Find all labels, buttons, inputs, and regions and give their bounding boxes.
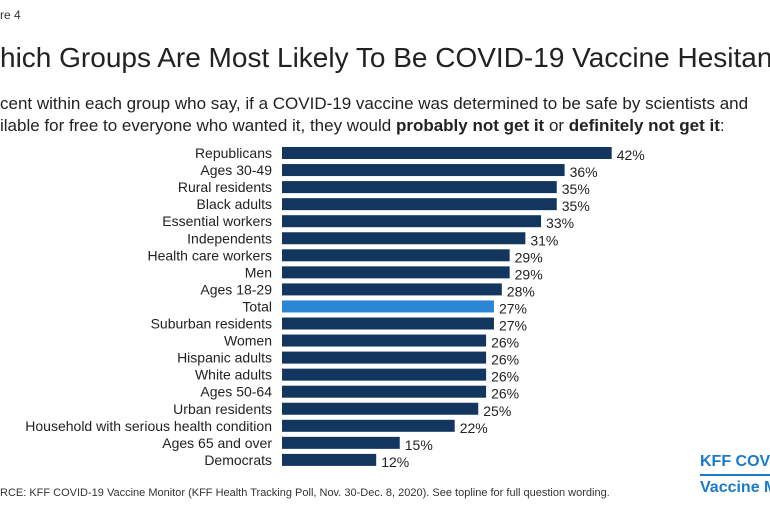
subtitle-line-2: ilable for free to everyone who wanted i… <box>0 115 748 137</box>
bar-hispanic-adults <box>282 351 487 364</box>
category-label-urban-residents: Urban residents <box>173 401 272 417</box>
value-label-black-adults: 35% <box>562 198 590 214</box>
bar-republicans <box>282 147 612 159</box>
bar-ages-30-49 <box>282 164 565 177</box>
category-label-ages-30-49: Ages 30-49 <box>200 162 272 178</box>
value-label-ages-30-49: 36% <box>570 164 598 180</box>
value-label-total: 27% <box>499 300 527 316</box>
value-label-republicans: 42% <box>617 147 645 163</box>
subtitle-bold-definitely: definitely not get it <box>568 116 720 135</box>
category-label-health-care-workers: Health care workers <box>148 247 273 263</box>
category-label-total: Total <box>242 298 272 314</box>
value-label-hispanic-adults: 26% <box>491 352 519 368</box>
chart-subtitle: cent within each group who say, if a COV… <box>0 93 748 137</box>
value-label-men: 29% <box>515 266 543 282</box>
category-label-independents: Independents <box>187 230 272 246</box>
category-label-ages-50-64: Ages 50-64 <box>200 384 272 400</box>
value-label-essential-workers: 33% <box>546 215 574 231</box>
bar-independents <box>282 232 526 245</box>
value-label-health-care-workers: 29% <box>515 249 543 265</box>
bar-chart: Republicans 42% Ages 30-49 36% Rural residen… <box>25 145 645 470</box>
value-label-urban-residents: 25% <box>483 403 511 419</box>
category-label-essential-workers: Essential workers <box>162 213 272 229</box>
value-label-household-with-serious-health-condition: 22% <box>460 420 488 436</box>
bar-ages-18-29 <box>282 283 502 296</box>
value-label-ages-50-64: 26% <box>491 386 519 402</box>
subtitle-bold-probably: probably not get it <box>395 116 545 135</box>
logo-divider <box>700 474 770 476</box>
bar-ages-50-64 <box>282 385 487 398</box>
bar-household-with-serious-health-condition <box>282 419 455 432</box>
bar-suburban-residents <box>282 317 494 330</box>
value-label-ages-18-29: 28% <box>507 283 535 299</box>
value-label-white-adults: 26% <box>491 369 519 385</box>
category-label-ages-18-29: Ages 18-29 <box>200 281 272 297</box>
category-label-women: Women <box>224 333 272 349</box>
bar-total <box>282 300 494 313</box>
bar-men <box>282 266 510 279</box>
category-label-republicans: Republicans <box>195 145 272 161</box>
bar-white-adults <box>282 368 487 381</box>
category-label-white-adults: White adults <box>195 367 272 383</box>
category-label-suburban-residents: Suburban residents <box>151 316 272 332</box>
category-label-rural-residents: Rural residents <box>178 179 272 195</box>
subtitle-line-2-start: ilable for free to everyone who wanted i… <box>0 116 396 135</box>
figure-label: re 4 <box>0 8 21 22</box>
value-label-independents: 31% <box>530 232 558 248</box>
bar-democrats <box>282 453 377 466</box>
category-label-black-adults: Black adults <box>197 196 272 212</box>
bar-essential-workers <box>282 215 542 228</box>
category-label-hispanic-adults: Hispanic adults <box>177 350 272 366</box>
value-label-women: 26% <box>491 335 519 351</box>
bar-urban-residents <box>282 402 479 415</box>
chart-title: hich Groups Are Most Likely To Be COVID-… <box>0 42 770 73</box>
bar-rural-residents <box>282 181 557 194</box>
category-label-household-with-serious-health-condition: Household with serious health condition <box>25 418 272 434</box>
category-label-ages-65-and-over: Ages 65 and over <box>162 435 272 451</box>
logo-line-1: KFF COVI <box>700 453 770 470</box>
value-label-rural-residents: 35% <box>562 181 590 197</box>
value-label-ages-65-and-over: 15% <box>405 437 433 453</box>
source-note: RCE: KFF COVID-19 Vaccine Monitor (KFF H… <box>0 487 610 499</box>
category-label-democrats: Democrats <box>204 452 272 468</box>
bar-ages-65-and-over <box>282 436 400 449</box>
bar-women <box>282 334 487 347</box>
value-label-suburban-residents: 27% <box>499 318 527 334</box>
kff-logo: KFF COVI Vaccine M <box>700 452 770 498</box>
bar-black-adults <box>282 198 557 211</box>
logo-line-2: Vaccine M <box>700 479 770 496</box>
value-label-democrats: 12% <box>381 454 409 470</box>
subtitle-end: : <box>719 116 725 135</box>
bar-health-care-workers <box>282 249 510 262</box>
category-label-men: Men <box>245 264 272 280</box>
subtitle-line-1: cent within each group who say, if a COV… <box>0 94 749 113</box>
subtitle-or: or <box>544 116 569 135</box>
